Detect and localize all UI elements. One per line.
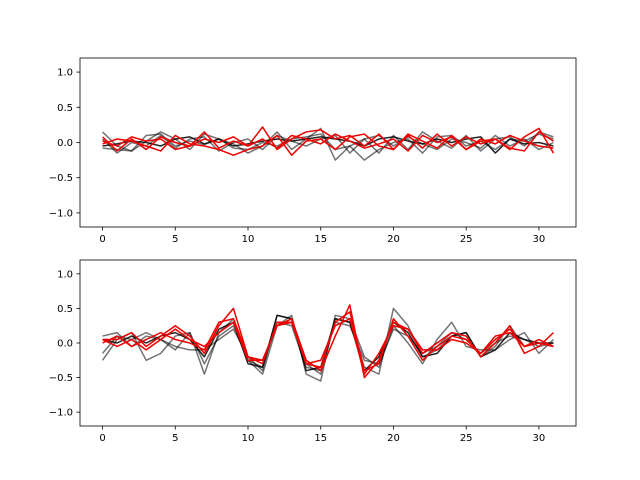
x-tick-label: 15 (314, 433, 327, 444)
y-tick-label: −0.5 (49, 373, 73, 384)
x-tick-label: 25 (460, 234, 473, 245)
x-tick-label: 10 (242, 234, 255, 245)
y-tick-label: −0.5 (49, 173, 73, 184)
x-tick-label: 25 (460, 433, 473, 444)
y-tick-label: −1.0 (49, 208, 73, 219)
x-tick-label: 5 (172, 234, 178, 245)
x-tick-label: 20 (387, 433, 400, 444)
series-line-6 (102, 133, 554, 152)
y-tick-label: 0.0 (57, 138, 73, 149)
series-line-4 (102, 304, 554, 379)
x-tick-label: 30 (533, 234, 546, 245)
x-tick-label: 20 (387, 234, 400, 245)
x-tick-label: 30 (533, 433, 546, 444)
x-tick-label: 0 (99, 433, 105, 444)
series-line-5 (102, 131, 554, 156)
y-tick-label: 0.0 (57, 339, 73, 350)
y-tick-label: 1.0 (57, 68, 73, 79)
series-line-6 (102, 318, 554, 375)
x-tick-label: 15 (314, 234, 327, 245)
y-tick-label: 0.5 (57, 103, 73, 114)
series-line-3 (102, 136, 554, 154)
x-tick-label: 10 (242, 433, 255, 444)
x-tick-label: 0 (99, 234, 105, 245)
x-tick-label: 5 (172, 433, 178, 444)
y-tick-label: 1.0 (57, 269, 73, 280)
y-tick-label: −1.0 (49, 408, 73, 419)
y-tick-label: 0.5 (57, 304, 73, 315)
subplot-top: 0 5 10 15 20 25 30 −1.0 −0.5 0.0 0.5 1.0 (49, 57, 577, 245)
subplot-bottom: 0 5 10 15 20 25 30 −1.0 −0.5 0.0 0.5 1.0 (49, 259, 577, 444)
